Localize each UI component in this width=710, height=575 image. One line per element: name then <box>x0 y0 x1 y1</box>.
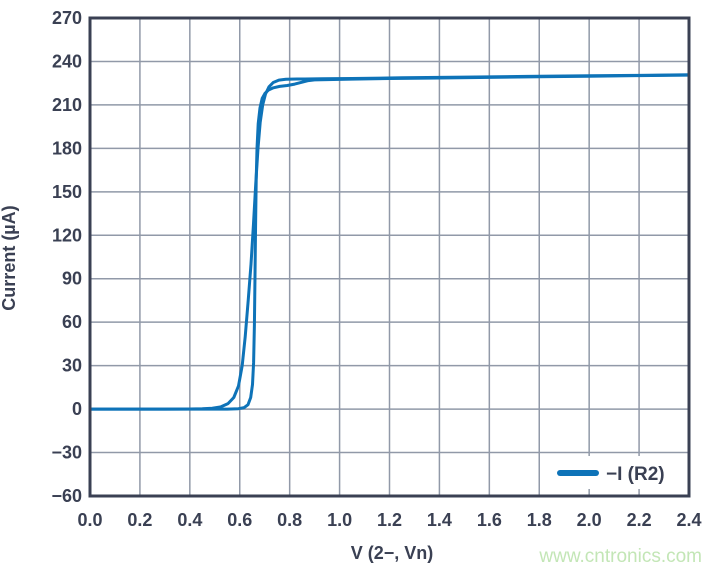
y-axis-label: Current (µA) <box>0 205 19 310</box>
x-tick-label: 1.2 <box>377 510 402 530</box>
x-tick-label: 0.2 <box>127 510 152 530</box>
y-tick-label: 60 <box>62 312 82 332</box>
y-tick-label: 270 <box>52 8 82 28</box>
x-tick-label: 0.4 <box>177 510 202 530</box>
x-tick-label: 2.2 <box>627 510 652 530</box>
x-tick-label: 2.0 <box>577 510 602 530</box>
y-tick-label: 120 <box>52 225 82 245</box>
x-tick-label: 2.4 <box>676 510 701 530</box>
y-tick-label: 90 <box>62 269 82 289</box>
y-tick-label: 180 <box>52 138 82 158</box>
legend-label: −I (R2) <box>606 464 665 485</box>
y-tick-label: 240 <box>52 51 82 71</box>
y-tick-label: 150 <box>52 182 82 202</box>
x-tick-label: 1.4 <box>427 510 452 530</box>
plot-border <box>88 16 691 498</box>
series-line-sweep-down <box>88 73 691 411</box>
x-tick-label: 1.8 <box>527 510 552 530</box>
y-tick-label: −30 <box>51 443 82 463</box>
x-tick-label: 0.8 <box>277 510 302 530</box>
y-tick-label: 0 <box>72 399 82 419</box>
x-tick-label: 1.6 <box>477 510 502 530</box>
watermark-text: www.cntronics.com <box>538 546 702 567</box>
y-tick-label: 210 <box>52 95 82 115</box>
x-tick-label: 1.0 <box>327 510 352 530</box>
x-tick-label: 0.0 <box>77 510 102 530</box>
x-axis-label: V (2−, Vn) <box>351 543 434 563</box>
y-tick-label: 30 <box>62 356 82 376</box>
y-tick-label: −60 <box>51 486 82 506</box>
x-tick-label: 0.6 <box>227 510 252 530</box>
